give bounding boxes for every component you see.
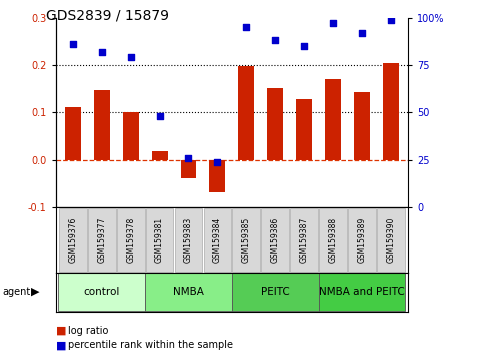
Bar [117, 208, 144, 272]
Point [127, 55, 135, 60]
Text: control: control [84, 287, 120, 297]
Bar [123, 112, 139, 160]
Bar [175, 208, 202, 272]
Bar [319, 208, 347, 272]
Bar [267, 88, 283, 160]
Bar [203, 208, 231, 272]
Text: log ratio: log ratio [68, 326, 108, 336]
Text: GSM159386: GSM159386 [270, 217, 280, 263]
Bar [296, 99, 312, 160]
Text: GSM159387: GSM159387 [299, 217, 309, 263]
Bar [383, 63, 399, 160]
Bar [238, 66, 254, 160]
Bar [145, 273, 232, 311]
Text: GSM159383: GSM159383 [184, 217, 193, 263]
Text: GSM159377: GSM159377 [97, 217, 106, 263]
Text: ■: ■ [56, 326, 66, 336]
Bar [319, 273, 405, 311]
Point [329, 21, 337, 26]
Bar [152, 151, 168, 160]
Bar [59, 208, 87, 272]
Bar [232, 273, 319, 311]
Bar [210, 160, 226, 192]
Bar [261, 208, 289, 272]
Text: GDS2839 / 15879: GDS2839 / 15879 [46, 9, 169, 23]
Bar [325, 79, 341, 160]
Text: PEITC: PEITC [261, 287, 290, 297]
Text: GSM159376: GSM159376 [69, 217, 77, 263]
Bar [88, 208, 115, 272]
Point [213, 159, 221, 165]
Bar [354, 92, 370, 160]
Bar [377, 208, 405, 272]
Text: GSM159378: GSM159378 [126, 217, 135, 263]
Bar [181, 160, 197, 178]
Point [242, 24, 250, 30]
Point [300, 43, 308, 49]
Bar [65, 107, 81, 160]
Point [358, 30, 366, 36]
Point [185, 155, 192, 161]
Point [156, 113, 163, 119]
Text: ■: ■ [56, 340, 66, 350]
Text: GSM159384: GSM159384 [213, 217, 222, 263]
Point [98, 49, 106, 55]
Text: agent: agent [2, 287, 30, 297]
Text: GSM159388: GSM159388 [328, 217, 338, 263]
Text: percentile rank within the sample: percentile rank within the sample [68, 340, 233, 350]
Bar [348, 208, 376, 272]
Text: GSM159385: GSM159385 [242, 217, 251, 263]
Text: ▶: ▶ [31, 287, 40, 297]
Text: NMBA: NMBA [173, 287, 204, 297]
Bar [290, 208, 318, 272]
Point [271, 38, 279, 43]
Text: NMBA and PEITC: NMBA and PEITC [319, 287, 405, 297]
Text: GSM159389: GSM159389 [357, 217, 367, 263]
Bar [232, 208, 260, 272]
Text: GSM159381: GSM159381 [155, 217, 164, 263]
Bar [146, 208, 173, 272]
Point [387, 17, 395, 22]
Point [69, 41, 77, 47]
Bar [58, 273, 145, 311]
Bar [94, 90, 110, 160]
Text: GSM159390: GSM159390 [386, 217, 395, 263]
